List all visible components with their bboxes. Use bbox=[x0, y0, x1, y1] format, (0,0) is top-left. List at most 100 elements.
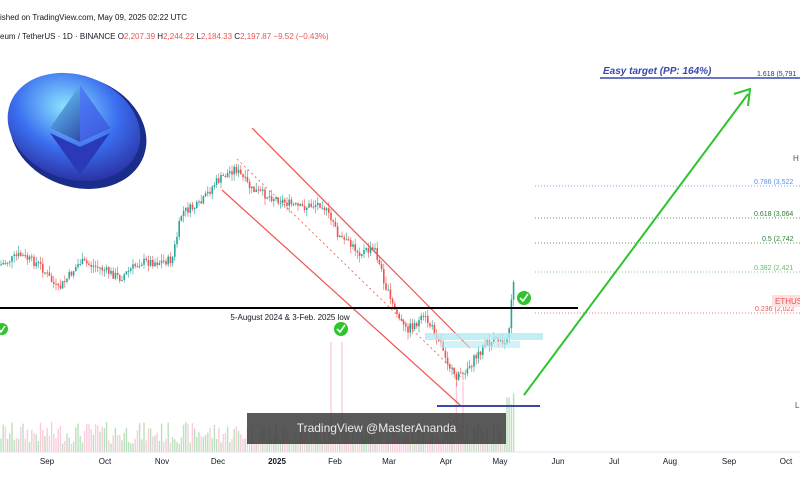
candle-body bbox=[112, 270, 114, 279]
candle-body bbox=[171, 256, 174, 264]
volume-bar bbox=[22, 423, 24, 452]
x-tick-label: Feb bbox=[328, 457, 342, 466]
candle-body bbox=[354, 244, 356, 252]
candle-body bbox=[165, 260, 167, 265]
candle-body bbox=[319, 203, 321, 208]
candle-body bbox=[431, 325, 433, 327]
consolidation-box-upper bbox=[425, 333, 543, 340]
volume-bar bbox=[416, 439, 418, 452]
volume-bar bbox=[9, 433, 11, 452]
fib-label: 0.382 (2,421 bbox=[754, 265, 793, 272]
volume-bar bbox=[4, 426, 7, 452]
volume-bar bbox=[427, 443, 429, 452]
candle-body bbox=[462, 372, 464, 374]
candle-body bbox=[202, 196, 205, 204]
volume-bar bbox=[28, 442, 31, 452]
candle-body bbox=[372, 247, 374, 250]
candle-body bbox=[123, 274, 125, 280]
volume-bar bbox=[101, 426, 103, 452]
volume-bar bbox=[57, 428, 59, 452]
candle-body bbox=[185, 207, 187, 211]
candle-body bbox=[396, 309, 398, 314]
candle-body bbox=[121, 279, 123, 281]
volume-bar bbox=[204, 434, 207, 452]
candle-body bbox=[11, 256, 13, 262]
volume-bar bbox=[207, 432, 209, 452]
candle-body bbox=[391, 298, 394, 304]
volume-bar bbox=[35, 434, 37, 452]
candle-body bbox=[226, 173, 229, 178]
high-value: 2,244.22 bbox=[163, 32, 195, 41]
volume-bar bbox=[325, 441, 328, 452]
candle-body bbox=[178, 220, 180, 237]
candle-body bbox=[482, 345, 484, 355]
candle-body bbox=[264, 189, 266, 199]
descending-channel[interactable] bbox=[221, 127, 471, 406]
volume-bar bbox=[468, 443, 471, 452]
volume-bar bbox=[110, 443, 112, 452]
candle-body bbox=[457, 372, 460, 380]
close-label: C bbox=[234, 32, 241, 41]
candle-body bbox=[68, 271, 70, 279]
ethereum-coin-icon bbox=[7, 72, 147, 189]
candle-body bbox=[114, 272, 117, 279]
candle-body bbox=[398, 313, 400, 319]
candle-body bbox=[323, 207, 326, 211]
volume-bar bbox=[55, 438, 57, 452]
l-tag: L bbox=[795, 401, 800, 410]
volume-bar bbox=[490, 441, 493, 452]
volume-bar bbox=[68, 437, 70, 452]
volume-bar bbox=[413, 441, 416, 452]
volume-bar bbox=[37, 441, 40, 452]
candle-body bbox=[180, 215, 183, 221]
volume-bar bbox=[240, 434, 242, 452]
candle-body bbox=[259, 189, 262, 191]
candle-body bbox=[306, 207, 308, 211]
candle-body bbox=[158, 262, 161, 265]
candle-body bbox=[147, 259, 150, 266]
x-tick-label: May bbox=[492, 457, 507, 466]
volume-bar bbox=[180, 437, 183, 452]
candle-body bbox=[369, 247, 372, 253]
volume-bar bbox=[33, 433, 35, 452]
volume-bar bbox=[433, 441, 436, 452]
volume-bar bbox=[90, 429, 92, 452]
x-tick-label: Apr bbox=[440, 457, 453, 466]
candle-body bbox=[299, 204, 301, 206]
candle-body bbox=[167, 256, 169, 265]
volume-bar bbox=[442, 438, 444, 452]
volume-bar bbox=[31, 429, 33, 452]
volume-bar bbox=[0, 438, 2, 452]
candle-body bbox=[39, 262, 42, 264]
candle-body bbox=[198, 201, 200, 203]
candle-body bbox=[141, 264, 143, 266]
volume-bar bbox=[189, 442, 191, 452]
volume-bar bbox=[279, 439, 282, 452]
volume-bar bbox=[363, 437, 365, 452]
volume-bar bbox=[290, 440, 293, 452]
volume-bar bbox=[165, 438, 167, 452]
h-tag: H bbox=[793, 154, 799, 163]
candle-body bbox=[204, 193, 207, 197]
candle-body bbox=[154, 262, 156, 267]
volume-bar bbox=[64, 440, 66, 452]
x-tick-label: Jun bbox=[552, 457, 565, 466]
candle-body bbox=[64, 281, 66, 283]
candle-body bbox=[134, 264, 136, 267]
candle-body bbox=[215, 178, 218, 185]
volume-bar bbox=[112, 435, 114, 452]
candle-body bbox=[53, 281, 55, 284]
candle-body bbox=[83, 258, 86, 261]
projection-arrow[interactable] bbox=[523, 87, 752, 396]
volume-bar bbox=[512, 393, 515, 452]
volume-bar bbox=[253, 439, 255, 452]
volume-bar bbox=[292, 440, 295, 452]
volume-bar bbox=[103, 428, 106, 452]
candle-body bbox=[424, 315, 427, 317]
candle-body bbox=[92, 265, 95, 267]
candle-body bbox=[475, 355, 477, 359]
volume-bar bbox=[86, 424, 88, 452]
candle-body bbox=[266, 197, 268, 199]
